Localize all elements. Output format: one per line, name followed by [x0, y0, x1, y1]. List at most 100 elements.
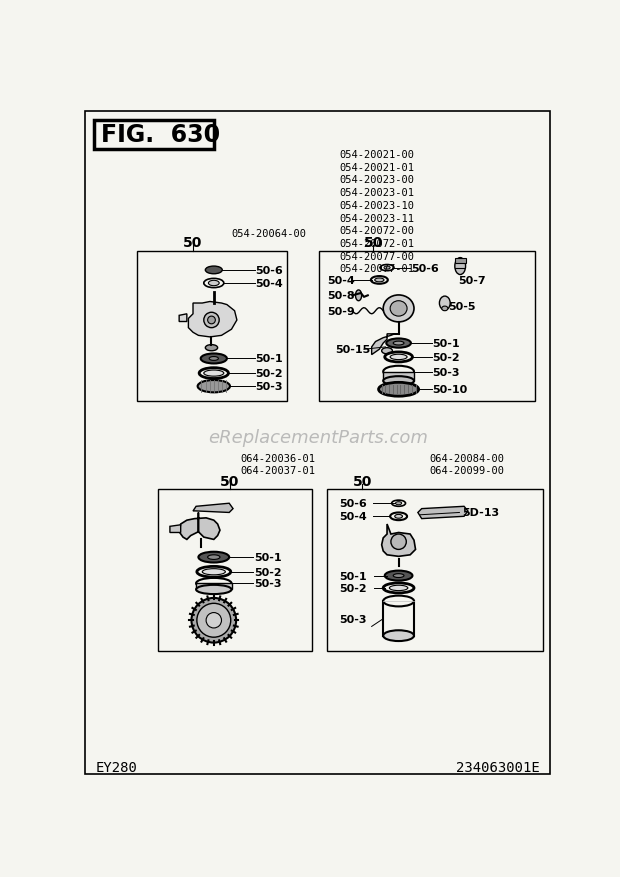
Text: 054-20023-01: 054-20023-01 — [339, 188, 414, 198]
Text: 50-3: 50-3 — [255, 381, 283, 392]
Ellipse shape — [355, 290, 361, 302]
Text: 50-3: 50-3 — [254, 579, 281, 588]
Text: 50-2: 50-2 — [255, 368, 283, 379]
Ellipse shape — [205, 346, 218, 352]
Ellipse shape — [386, 339, 411, 348]
Bar — [137, 252, 287, 402]
Text: 5D-13: 5D-13 — [463, 508, 500, 518]
Ellipse shape — [198, 553, 229, 563]
Ellipse shape — [201, 354, 227, 364]
Text: 50-6: 50-6 — [255, 266, 283, 275]
Text: 054-20072-01: 054-20072-01 — [339, 239, 414, 249]
Ellipse shape — [383, 296, 414, 323]
Ellipse shape — [395, 515, 402, 518]
Text: 054-20023-00: 054-20023-00 — [339, 175, 414, 185]
Text: 50-6: 50-6 — [411, 263, 439, 274]
Polygon shape — [170, 525, 180, 533]
Text: 50: 50 — [363, 236, 383, 250]
Bar — [94, 121, 214, 150]
Text: 50-8: 50-8 — [327, 291, 355, 301]
Text: 50-1: 50-1 — [433, 339, 460, 349]
Ellipse shape — [379, 383, 418, 396]
Bar — [327, 489, 542, 652]
Ellipse shape — [385, 571, 412, 581]
Polygon shape — [188, 303, 237, 338]
Ellipse shape — [393, 574, 404, 578]
Ellipse shape — [206, 613, 221, 628]
Ellipse shape — [204, 313, 219, 328]
Text: 054-20023-10: 054-20023-10 — [339, 201, 414, 210]
Polygon shape — [418, 507, 468, 519]
Text: 50-2: 50-2 — [254, 567, 281, 577]
Text: 50-9: 50-9 — [327, 306, 355, 317]
Text: 50: 50 — [353, 474, 372, 488]
Polygon shape — [371, 334, 399, 355]
Ellipse shape — [209, 357, 218, 361]
Ellipse shape — [382, 348, 392, 354]
Ellipse shape — [192, 598, 236, 643]
Polygon shape — [382, 524, 415, 557]
Ellipse shape — [390, 302, 407, 317]
Ellipse shape — [455, 259, 466, 275]
Text: 234063001E: 234063001E — [456, 759, 539, 774]
Text: 50: 50 — [184, 236, 203, 250]
Text: 054-20023-11: 054-20023-11 — [339, 213, 414, 224]
Text: 50-7: 50-7 — [459, 276, 486, 286]
Text: 50-15: 50-15 — [335, 345, 371, 355]
Text: eReplacementParts.com: eReplacementParts.com — [208, 429, 428, 446]
Text: 50: 50 — [220, 474, 240, 488]
Ellipse shape — [383, 631, 414, 641]
Ellipse shape — [441, 307, 448, 311]
Ellipse shape — [196, 585, 231, 595]
Bar — [383, 372, 414, 381]
Text: 064-20037-01: 064-20037-01 — [241, 466, 316, 476]
Ellipse shape — [198, 381, 230, 393]
Text: FIG.  630: FIG. 630 — [100, 124, 219, 147]
Text: 064-20084-00: 064-20084-00 — [430, 453, 505, 464]
Text: 50-2: 50-2 — [339, 583, 367, 593]
Ellipse shape — [391, 534, 406, 550]
Text: 50-4: 50-4 — [339, 511, 367, 522]
Polygon shape — [179, 513, 220, 540]
Text: 064-20036-01: 064-20036-01 — [241, 453, 316, 464]
Text: 064-20099-00: 064-20099-00 — [430, 466, 505, 476]
Ellipse shape — [384, 267, 390, 270]
Text: 054-20077-00: 054-20077-00 — [339, 252, 414, 261]
Ellipse shape — [389, 586, 408, 591]
Ellipse shape — [440, 296, 450, 310]
Text: 054-20072-00: 054-20072-00 — [339, 226, 414, 236]
Ellipse shape — [202, 569, 225, 575]
Text: 054-20077-01: 054-20077-01 — [339, 264, 414, 274]
Bar — [158, 489, 312, 652]
Text: EY280: EY280 — [96, 759, 138, 774]
Text: 50-10: 50-10 — [433, 385, 467, 395]
Polygon shape — [193, 503, 233, 513]
Ellipse shape — [396, 503, 402, 505]
Text: 50-2: 50-2 — [433, 353, 460, 362]
Text: 054-20021-01: 054-20021-01 — [339, 162, 414, 173]
Ellipse shape — [374, 279, 384, 282]
Ellipse shape — [197, 603, 231, 638]
Polygon shape — [179, 315, 187, 322]
Bar — [319, 252, 535, 402]
Text: 50-4: 50-4 — [327, 275, 355, 286]
Text: 054-20064-00: 054-20064-00 — [231, 229, 306, 239]
Text: 50-1: 50-1 — [255, 354, 283, 364]
Text: 054-20021-00: 054-20021-00 — [339, 150, 414, 160]
Ellipse shape — [204, 371, 224, 377]
Text: 50-6: 50-6 — [339, 499, 367, 509]
Ellipse shape — [390, 355, 407, 360]
Text: 50-5: 50-5 — [449, 302, 476, 311]
Bar — [196, 583, 231, 590]
Ellipse shape — [208, 555, 220, 560]
Text: 50-1: 50-1 — [339, 571, 367, 581]
Ellipse shape — [208, 281, 219, 287]
Text: 50-3: 50-3 — [433, 367, 460, 377]
Text: 50-3: 50-3 — [339, 614, 367, 624]
Ellipse shape — [208, 317, 215, 324]
Text: 50-4: 50-4 — [255, 279, 283, 289]
Ellipse shape — [383, 377, 414, 386]
Ellipse shape — [393, 342, 404, 346]
Bar — [455, 259, 466, 264]
Text: 50-1: 50-1 — [254, 553, 281, 562]
